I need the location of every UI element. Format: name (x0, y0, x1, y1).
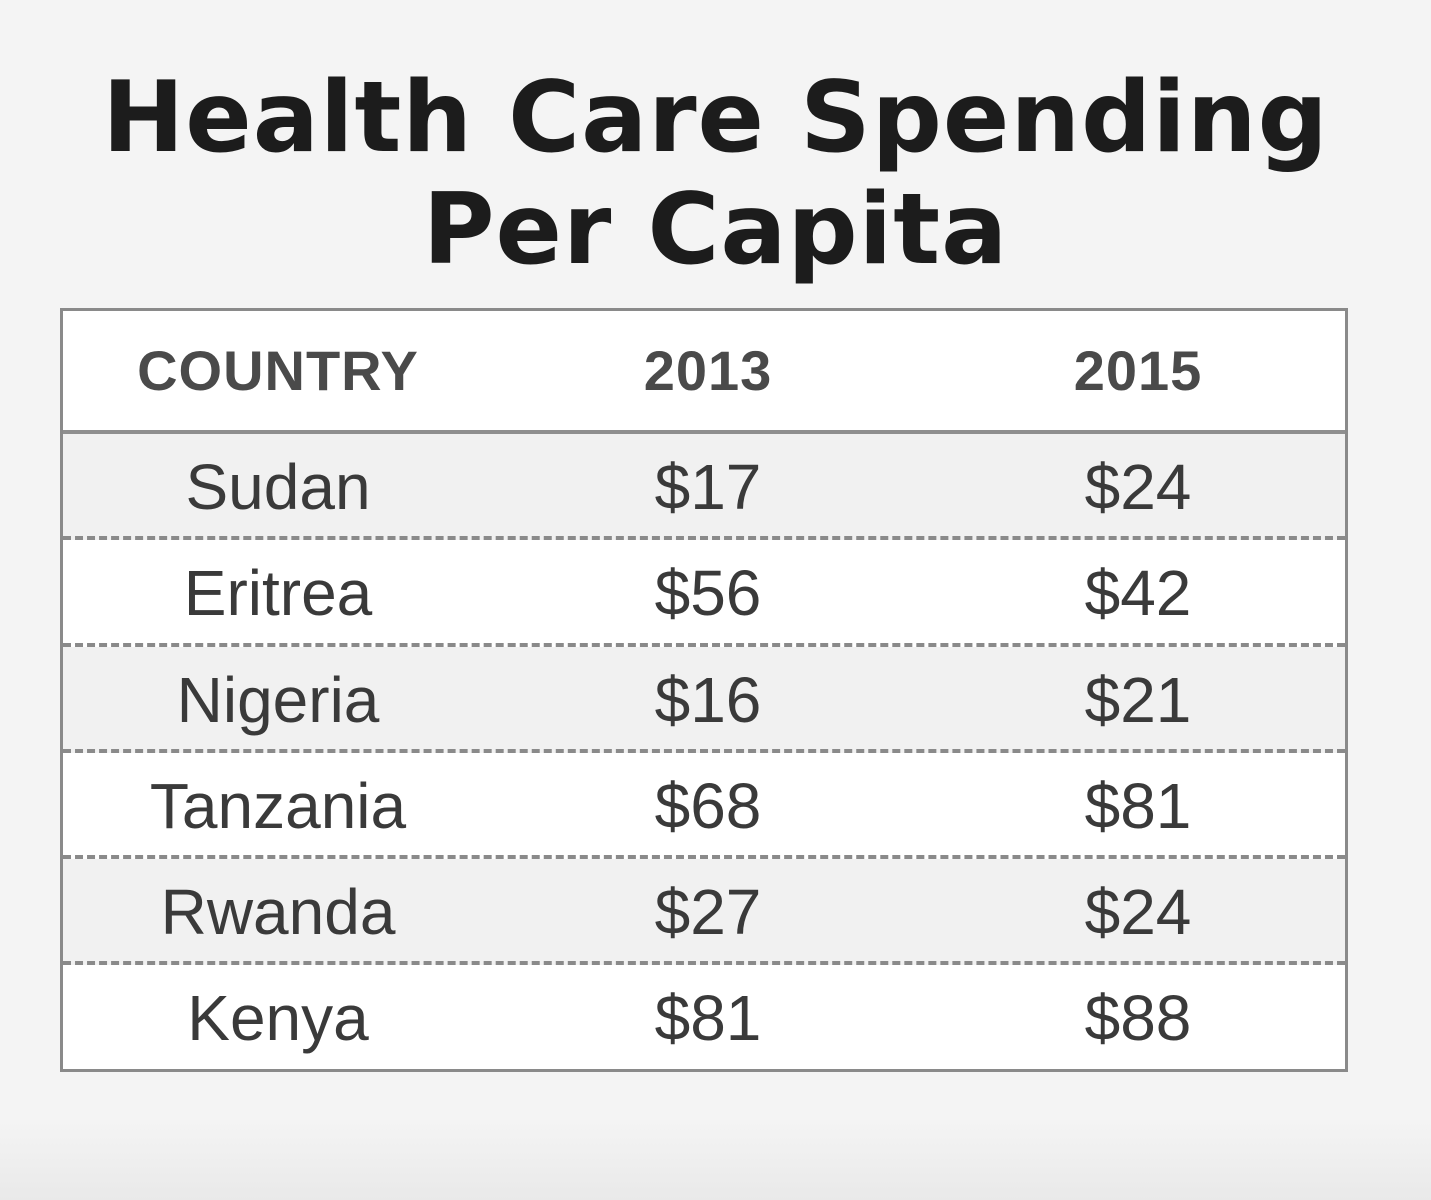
row-country: Kenya (187, 982, 369, 1055)
row-value-2013: $16 (654, 663, 762, 736)
row-value-2013: $68 (654, 769, 762, 842)
table-row: Eritrea $56 $42 (63, 540, 1345, 647)
row-country: Tanzania (149, 769, 407, 842)
table-row: Sudan $17 $24 (63, 434, 1345, 541)
row-value-2013: $56 (654, 557, 762, 630)
row-value-2015: $24 (1084, 876, 1192, 949)
header-2015: 2015 (1073, 339, 1203, 402)
table-row: Kenya $81 $88 (63, 965, 1345, 1071)
header-2013: 2013 (643, 339, 773, 402)
table-row: Tanzania $68 $81 (63, 753, 1345, 860)
table-body: Sudan $17 $24 Eritrea $56 $42 Nigeria $1… (63, 434, 1345, 1072)
background-fade (0, 1120, 1431, 1200)
header-country: COUNTRY (137, 339, 419, 402)
spending-table: COUNTRY 2013 2015 Sudan $17 $24 Eritrea … (60, 308, 1348, 1072)
row-value-2015: $81 (1084, 769, 1192, 842)
row-country: Eritrea (183, 557, 373, 630)
chart-title: Health Care Spending Per Capita (0, 62, 1431, 286)
row-value-2015: $21 (1084, 663, 1192, 736)
row-value-2013: $27 (654, 876, 762, 949)
row-country: Rwanda (160, 876, 396, 949)
table-header-row: COUNTRY 2013 2015 (63, 311, 1345, 434)
chart-title-line-2: Per Capita (422, 173, 1009, 287)
table-row: Rwanda $27 $24 (63, 859, 1345, 966)
row-country: Sudan (185, 451, 371, 523)
row-country: Nigeria (176, 663, 380, 736)
row-value-2015: $42 (1084, 557, 1192, 630)
row-value-2015: $88 (1084, 982, 1192, 1055)
row-value-2013: $81 (654, 982, 762, 1055)
row-value-2015: $24 (1084, 451, 1192, 523)
row-value-2013: $17 (654, 451, 762, 523)
table-row: Nigeria $16 $21 (63, 646, 1345, 753)
chart-title-line-1: Health Care Spending (102, 61, 1329, 175)
